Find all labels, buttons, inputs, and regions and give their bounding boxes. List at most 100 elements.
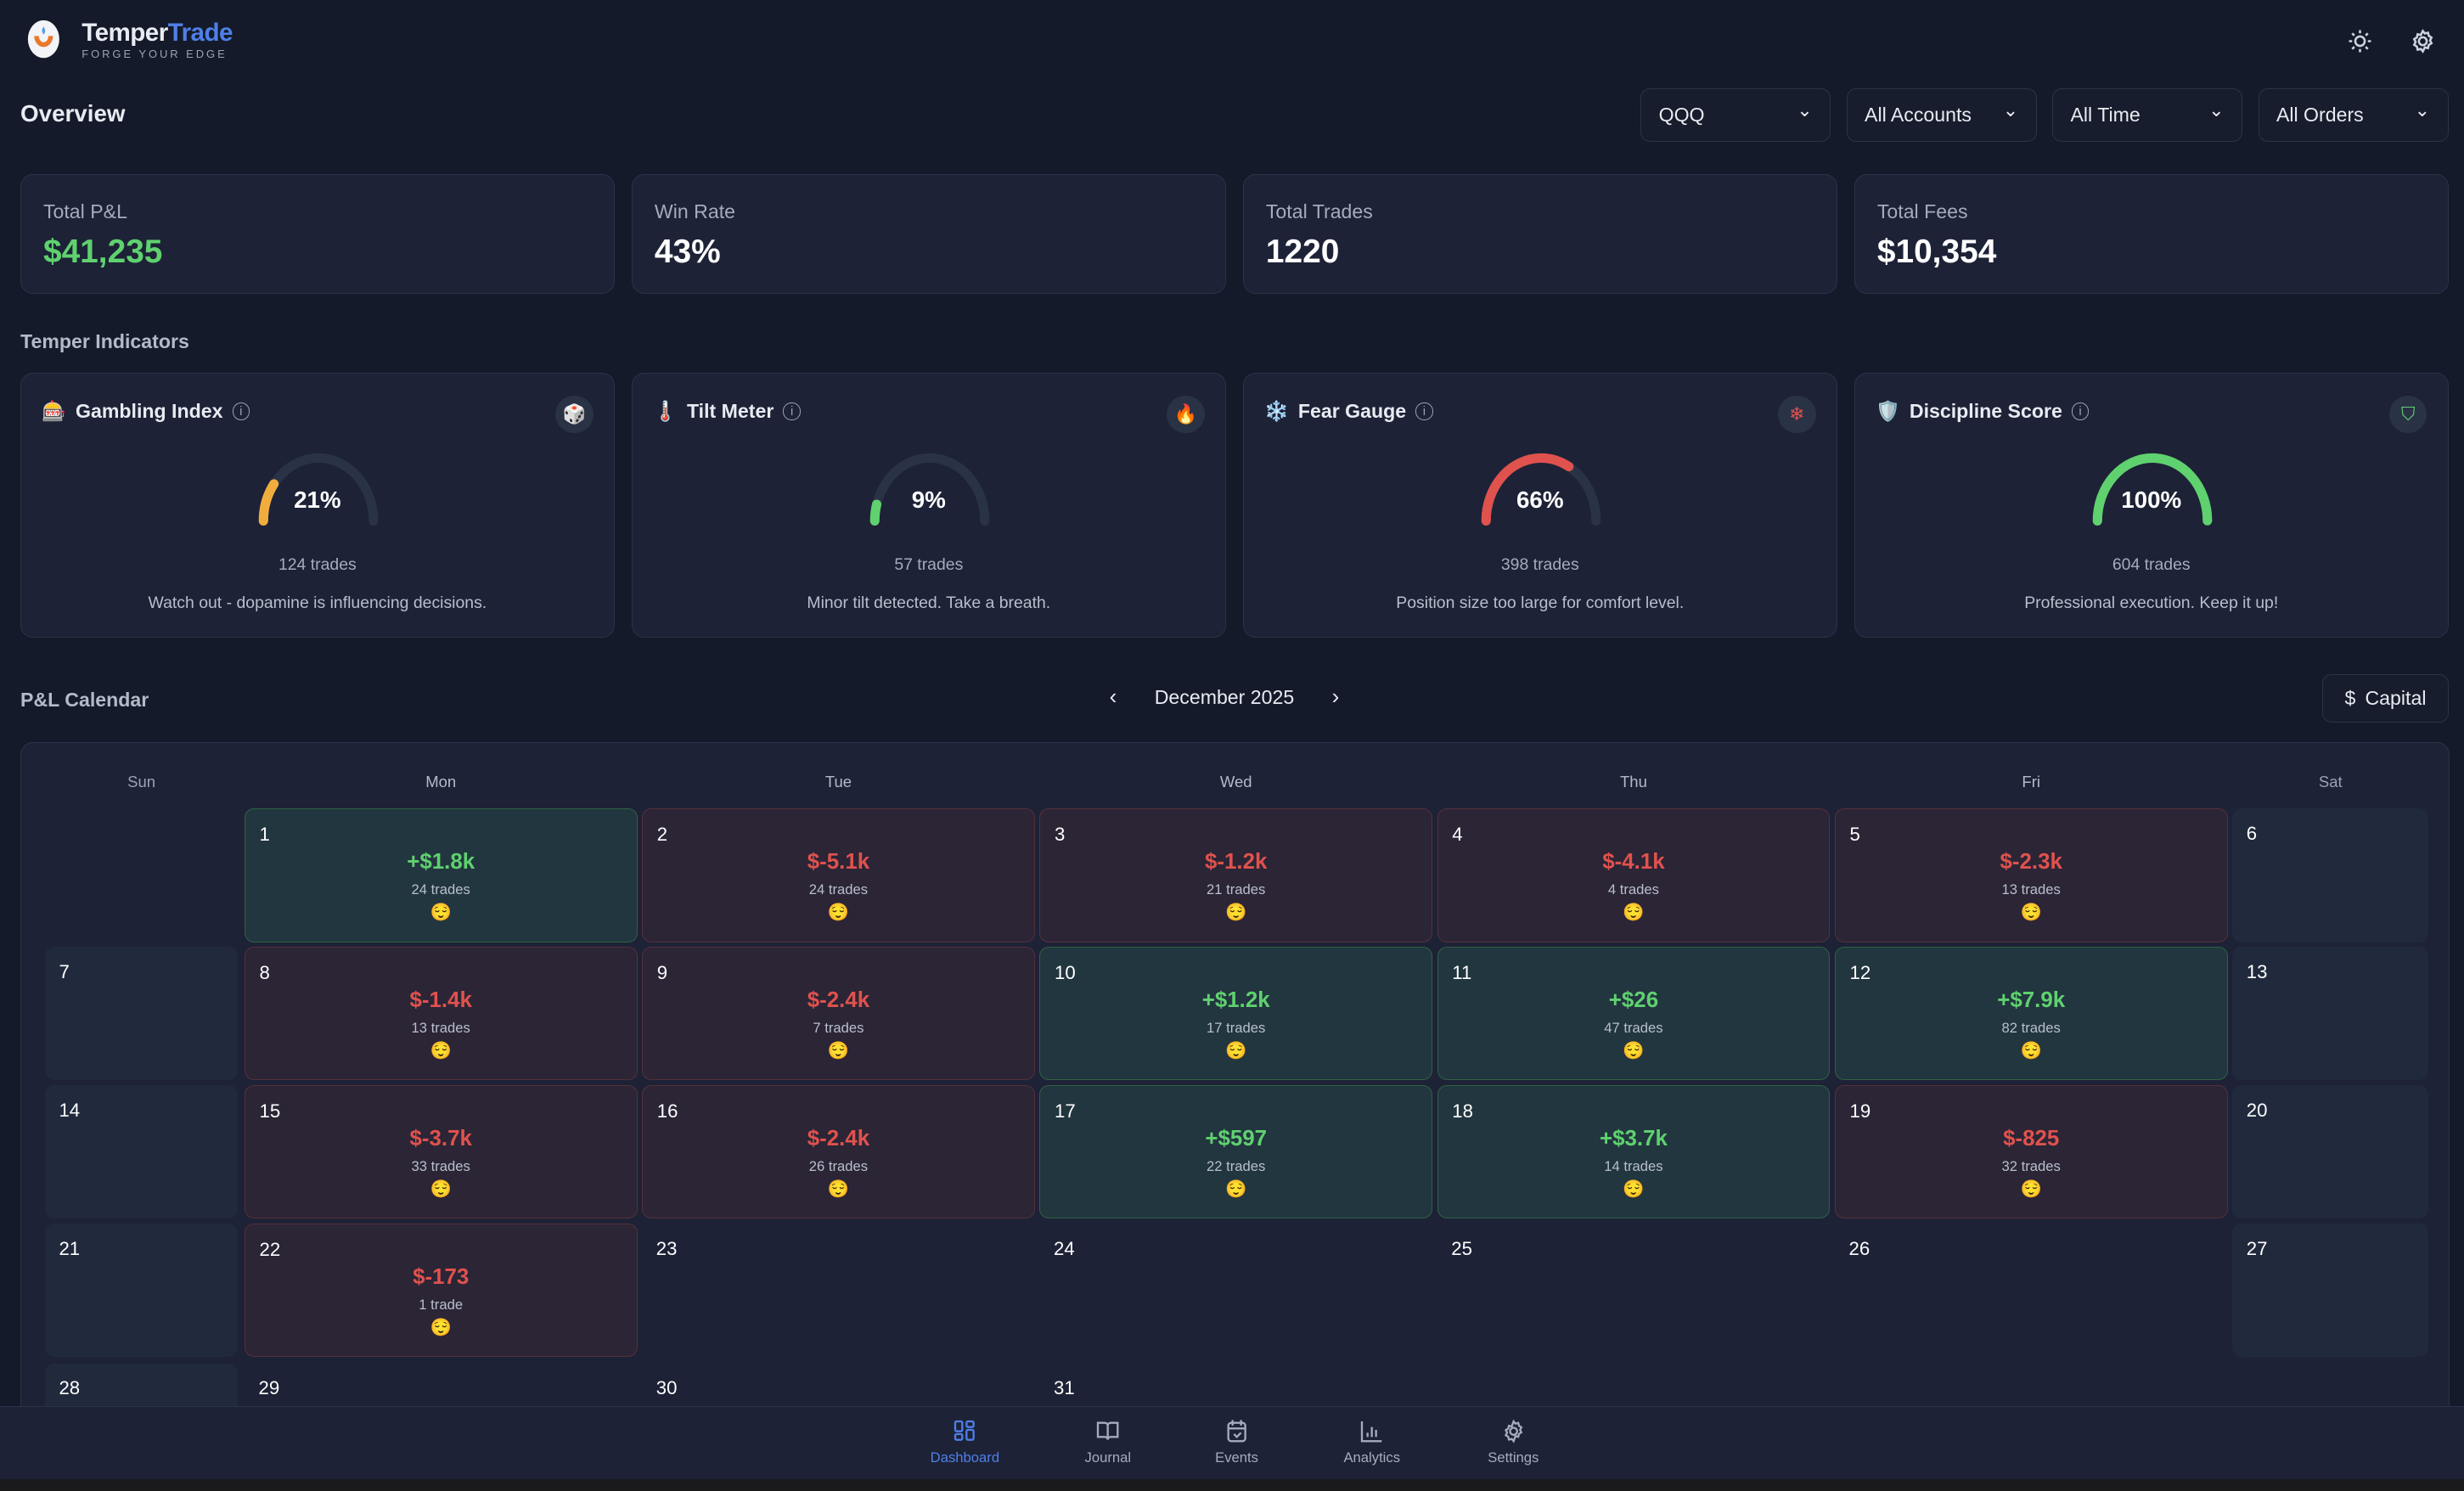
mood-emoji-icon: 😌 <box>1225 1180 1247 1200</box>
calendar-day-cell[interactable]: 9 $-2.4k 7 trades 😌 <box>642 947 1035 1081</box>
weekday-header: Wed <box>1219 772 1252 791</box>
stat-card: Total Fees $10,354 <box>1854 174 2449 295</box>
pnl-calendar-heading: P&L Calendar <box>20 688 149 711</box>
capital-button[interactable]: $ Capital <box>2322 673 2449 723</box>
calendar-day-cell[interactable]: 18 +$3.7k 14 trades 😌 <box>1437 1085 1831 1219</box>
calendar-day-cell[interactable]: 14 <box>44 1085 239 1219</box>
nav-item-analytics[interactable]: Analytics <box>1317 1417 1427 1467</box>
day-number: 15 <box>259 1100 281 1122</box>
gauge-arc <box>1481 453 1601 526</box>
window-footer-bar <box>0 1478 2464 1491</box>
shield-icon[interactable]: ⛉ <box>2389 395 2427 433</box>
nav-item-label: Settings <box>1488 1449 1539 1466</box>
calendar-day-cell[interactable]: 6 <box>2232 808 2429 942</box>
filter-dropdown-1[interactable]: All Accounts ⌄ <box>1846 87 2037 142</box>
pnl-calendar-grid: Sun Mon Tue Wed Thu Fri Sat 1 +$1.8k 24 trades 😌 2 $… <box>20 741 2450 1491</box>
filter-dropdown-3[interactable]: All Orders ⌄ <box>2258 87 2449 142</box>
filter-dropdown-0[interactable]: QQQ ⌄ <box>1640 87 1831 142</box>
day-trade-count: 1 trade <box>419 1297 464 1314</box>
calendar-day-cell[interactable]: 7 <box>44 947 239 1081</box>
nav-item-settings[interactable]: Settings <box>1459 1417 1569 1467</box>
calendar-day-cell[interactable]: 22 $-173 1 trade 😌 <box>244 1223 638 1358</box>
calendar-day-cell[interactable]: 19 $-825 32 trades 😌 <box>1834 1085 2228 1219</box>
info-icon[interactable]: i <box>232 402 250 420</box>
mood-emoji-icon: 😌 <box>1623 903 1645 923</box>
day-pnl: +$3.7k <box>1599 1127 1668 1151</box>
gauge-fill <box>258 453 379 526</box>
calendar-day-cell[interactable]: 5 $-2.3k 13 trades 😌 <box>1834 808 2228 942</box>
calendar-day-cell[interactable]: 23 <box>642 1224 1035 1357</box>
day-number: 26 <box>1848 1237 1871 1259</box>
day-trade-count: 7 trades <box>813 1020 864 1037</box>
day-number: 29 <box>258 1377 280 1399</box>
dashboard-icon <box>954 1420 975 1441</box>
day-trade-count: 24 trades <box>808 881 869 898</box>
day-number: 11 <box>1452 961 1472 983</box>
temper-indicators-heading: Temper Indicators <box>20 329 189 352</box>
stat-label: Win Rate <box>654 200 736 223</box>
stat-value: 43% <box>654 233 721 270</box>
mood-emoji-icon: 😌 <box>2020 903 2042 923</box>
day-pnl: +$1.2k <box>1201 988 1270 1013</box>
theme-toggle-sun-icon[interactable] <box>2344 25 2376 57</box>
nav-item-journal[interactable]: Journal <box>1053 1417 1163 1467</box>
calendar-day-cell[interactable]: 26 <box>1835 1224 2228 1357</box>
next-month-chevron-icon[interactable]: › <box>1331 684 1340 709</box>
day-number: 28 <box>59 1377 81 1399</box>
dice-icon[interactable]: 🎲 <box>555 395 593 433</box>
settings-gear-icon[interactable] <box>2407 25 2439 57</box>
calendar-day-cell[interactable]: 31 <box>1039 1364 1432 1491</box>
day-number: 5 <box>1849 823 1860 845</box>
day-pnl: +$26 <box>1608 988 1659 1013</box>
calendar-day-cell[interactable]: 13 <box>2232 947 2429 1081</box>
calendar-day-cell[interactable]: 12 +$7.9k 82 trades 😌 <box>1834 947 2228 1081</box>
flame-icon[interactable]: 🔥 <box>1167 395 1205 433</box>
calendar-day-cell[interactable]: 8 $-1.4k 13 trades 😌 <box>244 947 638 1081</box>
day-number: 1 <box>259 823 270 845</box>
indicator-emoji-icon: ❄️ <box>1264 400 1289 423</box>
nav-item-label: Analytics <box>1343 1449 1401 1466</box>
mood-emoji-icon: 😌 <box>1225 1042 1247 1061</box>
calendar-day-cell[interactable]: 29 <box>245 1364 638 1491</box>
previous-month-chevron-icon[interactable]: ‹ <box>1109 684 1117 709</box>
calendar-day-cell[interactable]: 20 <box>2232 1085 2429 1219</box>
bottom-navigation: Dashboard Journal Events Analytics Settings <box>0 1406 2464 1479</box>
day-number: 31 <box>1054 1377 1075 1399</box>
indicator-trade-count: 124 trades <box>278 555 357 575</box>
info-icon[interactable]: i <box>1415 402 1433 420</box>
info-icon[interactable]: i <box>783 402 801 420</box>
mood-emoji-icon: 😌 <box>1623 1042 1645 1061</box>
gauge-value: 21% <box>294 486 341 513</box>
calendar-day-cell[interactable]: 2 $-5.1k 24 trades 😌 <box>642 808 1035 942</box>
calendar-day-cell[interactable]: 15 $-3.7k 33 trades 😌 <box>244 1085 638 1219</box>
brand-name: TemperTrade <box>82 19 233 48</box>
indicator-trade-count: 398 trades <box>1500 555 1579 575</box>
nav-item-events[interactable]: Events <box>1182 1417 1292 1467</box>
mood-emoji-icon: 😌 <box>430 1180 452 1200</box>
calendar-day-cell[interactable]: 3 $-1.2k 21 trades 😌 <box>1039 808 1433 942</box>
calendar-day-cell[interactable]: 21 <box>44 1223 239 1358</box>
calendar-day-cell[interactable]: 27 <box>2232 1223 2429 1358</box>
calendar-day-cell[interactable]: 30 <box>642 1364 1035 1491</box>
filter-dropdown-value: QQQ <box>1658 103 1705 126</box>
calendar-day-cell[interactable]: 1 +$1.8k 24 trades 😌 <box>244 808 638 942</box>
calendar-day-cell[interactable]: 16 $-2.4k 26 trades 😌 <box>642 1085 1035 1219</box>
day-trade-count: 24 trades <box>411 881 470 898</box>
day-number: 2 <box>656 823 668 845</box>
calendar-day-cell[interactable]: 17 +$597 22 trades 😌 <box>1039 1085 1433 1219</box>
day-pnl: $-1.4k <box>409 988 472 1013</box>
calendar-day-cell[interactable]: 25 <box>1437 1224 1831 1357</box>
calendar-day-cell[interactable]: 24 <box>1039 1224 1432 1357</box>
calendar-day-cell[interactable]: 10 +$1.2k 17 trades 😌 <box>1039 947 1433 1081</box>
calendar-day-cell[interactable]: 4 $-4.1k 4 trades 😌 <box>1437 808 1831 942</box>
filter-dropdown-2[interactable]: All Time ⌄ <box>2052 87 2243 142</box>
weekday-header: Sun <box>127 772 156 791</box>
nav-item-dashboard[interactable]: Dashboard <box>910 1417 1021 1467</box>
indicator-message: Minor tilt detected. Take a breath. <box>807 593 1051 612</box>
info-icon[interactable]: i <box>2071 402 2090 420</box>
snowflake-icon[interactable]: ❄ <box>1778 395 1816 433</box>
mood-emoji-icon: 😌 <box>1225 903 1247 923</box>
calendar-day-cell[interactable]: 11 +$26 47 trades 😌 <box>1437 947 1831 1081</box>
day-number: 3 <box>1055 823 1066 845</box>
